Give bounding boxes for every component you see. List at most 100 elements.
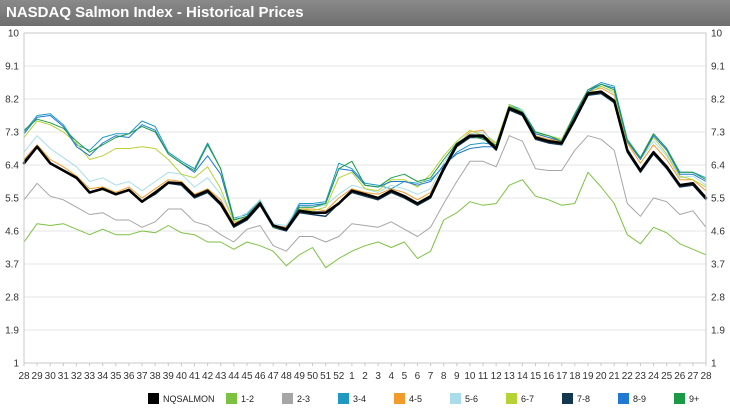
x-tick-label: 41: [189, 371, 201, 382]
legend-item-6-7[interactable]: 6-7: [506, 393, 534, 404]
legend-item-4-5[interactable]: 4-5: [394, 393, 422, 404]
y-tick-label-right: 2.8: [711, 293, 725, 304]
legend-label: 9+: [689, 394, 699, 404]
x-tick-label: 38: [150, 371, 162, 382]
legend-item-5-6[interactable]: 5-6: [450, 393, 478, 404]
x-tick-label: 14: [517, 371, 529, 382]
legend-label: 8-9: [633, 394, 646, 404]
x-tick-label: 31: [58, 371, 70, 382]
x-tick-label: 47: [268, 371, 280, 382]
series-line-8-9: [23, 83, 707, 230]
x-tick-label: 32: [71, 371, 83, 382]
y-tick-label-left: 9.1: [5, 62, 19, 73]
series-line-2-3: [23, 135, 707, 252]
y-tick-label-right: 10: [711, 29, 723, 40]
legend-label: 7-8: [577, 394, 590, 404]
legend-item-7-8[interactable]: 7-8: [562, 393, 590, 404]
x-tick-label: 26: [674, 371, 686, 382]
y-tick-label-left: 5.5: [5, 194, 19, 205]
x-tick-label: 29: [32, 371, 44, 382]
x-tick-label: 12: [491, 371, 503, 382]
legend-swatch: [506, 393, 517, 404]
legend-swatch: [394, 393, 405, 404]
legend-label: 4-5: [409, 394, 422, 404]
x-tick-label: 2: [362, 371, 368, 382]
x-tick-label: 36: [123, 371, 135, 382]
legend-item-1-2[interactable]: 1-2: [226, 393, 254, 404]
series-line-7-8: [23, 92, 707, 232]
y-tick-label-right: 8.2: [711, 95, 725, 106]
series-lines: [22, 82, 708, 269]
y-tick-label-left: 8.2: [5, 95, 19, 106]
legend-swatch: [338, 393, 349, 404]
x-tick-label: 15: [530, 371, 542, 382]
x-tick-label: 49: [294, 371, 306, 382]
legend-label: 5-6: [465, 394, 478, 404]
legend-item-nqsalmon[interactable]: NQSALMON: [148, 393, 215, 404]
series-line-6-7: [23, 85, 707, 230]
y-tick-label-right: 5.5: [711, 194, 725, 205]
x-tick-label: 3: [375, 371, 381, 382]
series-line-nqsalmon: [22, 90, 708, 231]
legend-item-3-4[interactable]: 3-4: [338, 393, 366, 404]
x-tick-label: 37: [136, 371, 148, 382]
series-line-9: [23, 83, 707, 230]
y-tick-label-right: 4.6: [711, 227, 725, 238]
legend-label: 3-4: [353, 394, 366, 404]
x-tick-label: 4: [388, 371, 394, 382]
x-tick-label: 46: [255, 371, 267, 382]
x-tick-label: 13: [504, 371, 516, 382]
x-tick-label: 16: [543, 371, 555, 382]
y-tick-label-left: 1: [13, 359, 19, 370]
y-tick-label-left: 2.8: [5, 293, 19, 304]
x-tick-label: 40: [176, 371, 188, 382]
series-line-5-6: [23, 85, 707, 226]
x-tick-label: 24: [648, 371, 660, 382]
y-tick-label-left: 10: [8, 29, 20, 40]
legend-swatch: [674, 393, 685, 404]
x-tick-label: 20: [596, 371, 608, 382]
x-tick-label: 10: [464, 371, 476, 382]
legend-item-2-3[interactable]: 2-3: [282, 393, 310, 404]
y-tick-label-left: 4.6: [5, 227, 19, 238]
x-tick-label: 33: [84, 371, 96, 382]
legend-label: 2-3: [297, 394, 310, 404]
legend-label: NQSALMON: [163, 394, 215, 404]
chart-title: NASDAQ Salmon Index - Historical Prices: [6, 4, 304, 21]
legend-swatch: [226, 393, 237, 404]
series-line-4-5: [23, 87, 707, 228]
legend-swatch: [282, 393, 293, 404]
y-tick-label-left: 3.7: [5, 260, 19, 271]
series-line-1-2: [23, 171, 707, 269]
x-tick-label: 51: [320, 371, 332, 382]
x-tick-label: 45: [241, 371, 253, 382]
x-tick-label: 35: [110, 371, 122, 382]
x-tick-label: 48: [281, 371, 293, 382]
x-tick-label: 27: [687, 371, 699, 382]
legend-label: 6-7: [521, 394, 534, 404]
axes: 1 11.9 1.92.8 2.83.7 3.74.6 4.65.5 5.56.4 6.47.…: [5, 29, 725, 383]
x-tick-label: 9: [454, 371, 460, 382]
y-tick-label-right: 7.3: [711, 128, 725, 139]
legend-label: 1-2: [241, 394, 254, 404]
x-tick-label: 39: [163, 371, 175, 382]
grid: [24, 32, 706, 364]
legend: NQSALMON 1-2 2-3 3-4 4-5 5-6 6-7 7-8 8-9 9+: [148, 393, 699, 404]
y-tick-label-left: 6.4: [5, 161, 19, 172]
y-tick-label-left: 7.3: [5, 128, 19, 139]
legend-item-9[interactable]: 9+: [674, 393, 699, 404]
x-tick-label: 50: [307, 371, 319, 382]
y-tick-label-right: 1.9: [711, 326, 725, 337]
chart-title-bar: NASDAQ Salmon Index - Historical Prices: [0, 0, 730, 26]
legend-item-8-9[interactable]: 8-9: [618, 393, 646, 404]
x-tick-label: 52: [333, 371, 345, 382]
x-tick-label: 34: [97, 371, 109, 382]
y-tick-label-right: 9.1: [711, 62, 725, 73]
x-tick-label: 6: [415, 371, 421, 382]
legend-swatch: [148, 393, 159, 404]
y-tick-label-right: 3.7: [711, 260, 725, 271]
x-tick-label: 28: [18, 371, 30, 382]
x-tick-label: 5: [402, 371, 408, 382]
x-tick-label: 30: [45, 371, 57, 382]
x-tick-label: 8: [441, 371, 447, 382]
